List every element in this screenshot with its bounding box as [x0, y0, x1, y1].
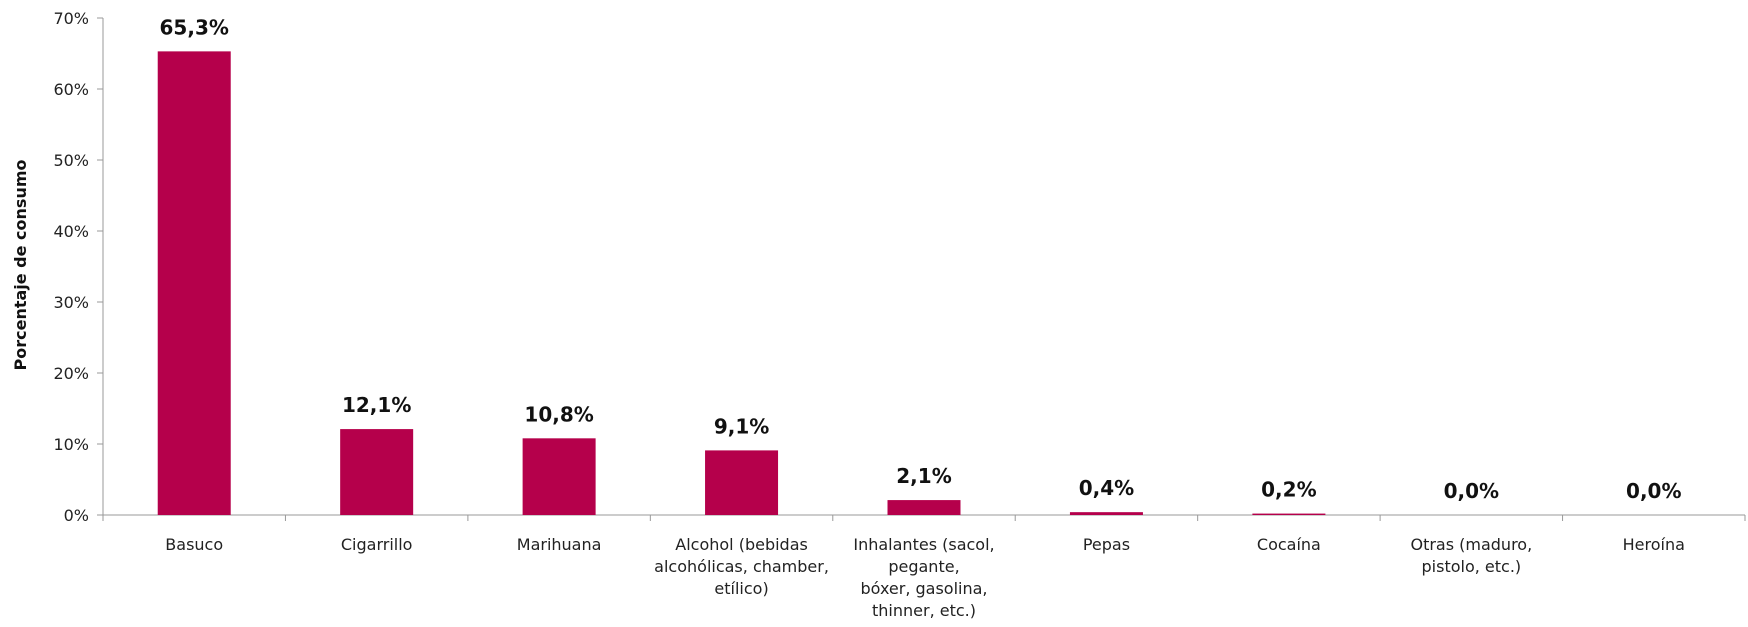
- data-label: 2,1%: [896, 464, 951, 488]
- category-labels: Basuco Cigarrillo Marihuana Alcohol (bebida…: [165, 535, 1685, 620]
- category-label-line: Inhalantes (sacol,: [853, 535, 994, 554]
- category-label: Inhalantes (sacol, pegante, bóxer, gasolin…: [853, 535, 994, 620]
- category-label: Otras (maduro, pistolo, etc.): [1410, 535, 1532, 576]
- category-label-line: Cocaína: [1257, 535, 1321, 554]
- data-label: 0,2%: [1261, 478, 1316, 502]
- data-label: 12,1%: [342, 393, 411, 417]
- category-label-line: Otras (maduro,: [1410, 535, 1532, 554]
- category-label: Alcohol (bebidas alcohólicas, chamber, etí…: [654, 535, 829, 598]
- data-label: 10,8%: [524, 402, 593, 426]
- bars: [157, 51, 1326, 516]
- y-tick-label: 10%: [53, 435, 89, 454]
- y-tick-label: 40%: [53, 222, 89, 241]
- y-tick-label: 50%: [53, 151, 89, 170]
- category-label-line: Marihuana: [517, 535, 602, 554]
- data-labels: 65,3% 12,1% 10,8% 9,1% 2,1% 0,4% 0,2% 0,0% 0,0%: [160, 15, 1682, 503]
- y-axis: 0% 10% 20% 30% 40% 50% 60% 70%: [53, 9, 104, 525]
- category-label-line: Pepas: [1083, 535, 1130, 554]
- category-label-line: thinner, etc.): [872, 601, 976, 620]
- category-label: Marihuana: [517, 535, 602, 554]
- data-label: 0,0%: [1444, 479, 1499, 503]
- category-label: Cocaína: [1257, 535, 1321, 554]
- category-label-line: alcohólicas, chamber,: [654, 557, 829, 576]
- bar: [887, 500, 961, 515]
- category-label-line: Heroína: [1623, 535, 1685, 554]
- bar: [1069, 512, 1143, 515]
- y-tick-label: 20%: [53, 364, 89, 383]
- y-tick-label: 30%: [53, 293, 89, 312]
- y-tick-label: 60%: [53, 80, 89, 99]
- category-label: Basuco: [165, 535, 223, 554]
- category-label-line: pegante,: [888, 557, 959, 576]
- category-label-line: etílico): [714, 579, 768, 598]
- data-label: 0,0%: [1626, 479, 1681, 503]
- category-label-line: Cigarrillo: [341, 535, 413, 554]
- bar: [157, 51, 231, 516]
- category-label-line: bóxer, gasolina,: [860, 579, 987, 598]
- data-label: 0,4%: [1079, 476, 1134, 500]
- x-axis: [102, 514, 1746, 521]
- bar: [1252, 513, 1326, 515]
- y-axis-title: Porcentaje de consumo: [11, 159, 30, 370]
- category-label-line: pistolo, etc.): [1422, 557, 1522, 576]
- data-label: 65,3%: [160, 15, 229, 39]
- bar: [340, 429, 414, 515]
- category-label: Heroína: [1623, 535, 1685, 554]
- category-label: Pepas: [1083, 535, 1130, 554]
- category-label: Cigarrillo: [341, 535, 413, 554]
- data-label: 9,1%: [714, 414, 769, 438]
- category-label-line: Basuco: [165, 535, 223, 554]
- bar: [522, 438, 596, 515]
- y-tick-label: 0%: [64, 506, 89, 525]
- category-label-line: Alcohol (bebidas: [675, 535, 808, 554]
- y-tick-label: 70%: [53, 9, 89, 28]
- y-axis-title-group: Porcentaje de consumo: [11, 159, 30, 370]
- bar: [705, 450, 779, 515]
